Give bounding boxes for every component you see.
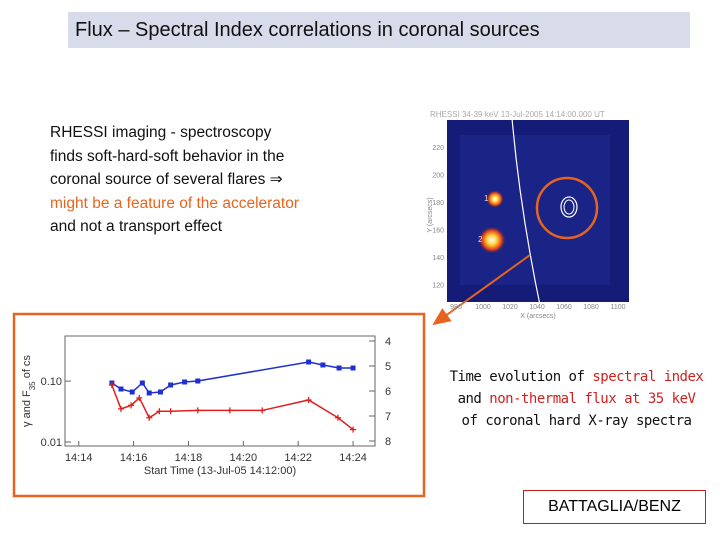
image-x-label: X (arcsecs) xyxy=(520,313,555,320)
y2-tick-label: 4 xyxy=(385,336,391,348)
point xyxy=(146,390,152,396)
caption-text: Time evolution of xyxy=(449,369,593,385)
point xyxy=(157,389,163,395)
caption: Time evolution of spectral index and non… xyxy=(434,366,719,432)
y-label-part: γ and F xyxy=(21,390,33,427)
image-x-tick: 1080 xyxy=(583,304,599,311)
source-blob xyxy=(478,226,506,254)
text-line: might be a feature of the accelerator xyxy=(50,194,300,212)
text-line: and not a transport effect xyxy=(50,218,223,235)
caption-text: and xyxy=(457,391,490,407)
point xyxy=(108,382,115,389)
source-label: 2 xyxy=(478,235,483,244)
point xyxy=(320,362,326,368)
arrow xyxy=(432,254,531,326)
point xyxy=(334,414,341,421)
point xyxy=(136,394,143,401)
caption-line: and non-thermal flux at 35 keV xyxy=(434,388,719,410)
contour xyxy=(560,196,578,218)
image-y-tick: 220 xyxy=(432,145,444,152)
image-x-tick: 1040 xyxy=(529,304,545,311)
caption-line: of coronal hard X-ray spectra xyxy=(434,410,719,432)
point xyxy=(117,405,124,412)
y2-tick-label: 8 xyxy=(385,436,391,448)
y-tick-label: 0.01 xyxy=(41,437,62,449)
x-tick-label: 14:22 xyxy=(284,452,312,464)
highlight-circle xyxy=(535,176,599,240)
x-tick-label: 14:14 xyxy=(65,452,93,464)
plot-frame xyxy=(12,312,426,498)
point xyxy=(336,365,342,371)
image-y-tick: 140 xyxy=(432,255,444,262)
point xyxy=(350,365,356,371)
text-line: finds soft-hard-soft behavior in the xyxy=(50,147,285,165)
point xyxy=(168,382,174,388)
y-axis-label: γ and F35 of cs xyxy=(21,355,37,427)
y-label-part: of cs xyxy=(21,355,33,382)
image-x-tick: 1100 xyxy=(610,304,625,311)
point xyxy=(182,379,188,385)
body-text: RHESSI imaging - spectroscopy finds soft… xyxy=(50,121,299,239)
limb-line xyxy=(511,117,542,311)
series-line xyxy=(111,361,354,394)
x-axis-label: Start Time (13-Jul-05 14:12:00) xyxy=(144,465,296,477)
credit: BATTAGLIA/BENZ xyxy=(523,490,706,524)
image-x-tick: 980 xyxy=(450,304,462,311)
x-tick-label: 14:18 xyxy=(175,452,203,464)
y2-tick-label: 6 xyxy=(385,386,391,398)
image-x-tick: 1020 xyxy=(502,304,518,311)
image-title: RHESSI 34-39 keV 13-Jul-2005 14:14:00.00… xyxy=(430,110,605,119)
source-label: 1 xyxy=(484,194,489,203)
point xyxy=(194,407,201,414)
caption-line: Time evolution of spectral index xyxy=(434,366,719,388)
x-tick-label: 14:24 xyxy=(339,452,367,464)
y-label-part: 35 xyxy=(28,381,37,390)
point xyxy=(195,378,201,384)
point xyxy=(306,359,312,365)
point xyxy=(129,389,135,395)
y2-tick-label: 5 xyxy=(385,361,391,373)
caption-highlight: non-thermal flux at 35 keV xyxy=(489,391,696,407)
image-y-tick: 180 xyxy=(432,200,444,207)
contour xyxy=(563,199,575,215)
point xyxy=(128,402,135,409)
point xyxy=(350,426,357,433)
point xyxy=(146,414,153,421)
point xyxy=(118,386,124,392)
x-tick-label: 14:20 xyxy=(230,452,258,464)
point xyxy=(167,408,174,415)
point xyxy=(226,407,233,414)
image-y-tick: 120 xyxy=(432,283,444,290)
image-texture xyxy=(460,135,610,285)
image-x-tick: 1000 xyxy=(475,304,491,311)
y-tick-label: 0.10 xyxy=(41,376,62,388)
image-y-label: Y (arcsecs) xyxy=(427,197,434,232)
image-y-tick: 160 xyxy=(432,228,444,235)
point xyxy=(139,380,145,386)
text-line: RHESSI imaging - spectroscopy xyxy=(50,124,272,141)
caption-text: of coronal hard X-ray spectra xyxy=(461,413,692,429)
image-y-tick: 200 xyxy=(432,173,444,180)
x-tick-label: 14:16 xyxy=(120,452,148,464)
plot-area xyxy=(64,335,376,447)
point xyxy=(156,408,163,415)
slide-title: Flux – Spectral Index correlations in co… xyxy=(68,12,690,48)
text-line: coronal source of several flares ⇒ xyxy=(50,171,283,188)
image-x-tick: 1060 xyxy=(556,304,572,311)
point xyxy=(259,407,266,414)
caption-highlight: spectral index xyxy=(592,369,704,385)
point xyxy=(305,396,312,403)
source-blob xyxy=(486,190,504,208)
y2-tick-label: 7 xyxy=(385,411,391,423)
